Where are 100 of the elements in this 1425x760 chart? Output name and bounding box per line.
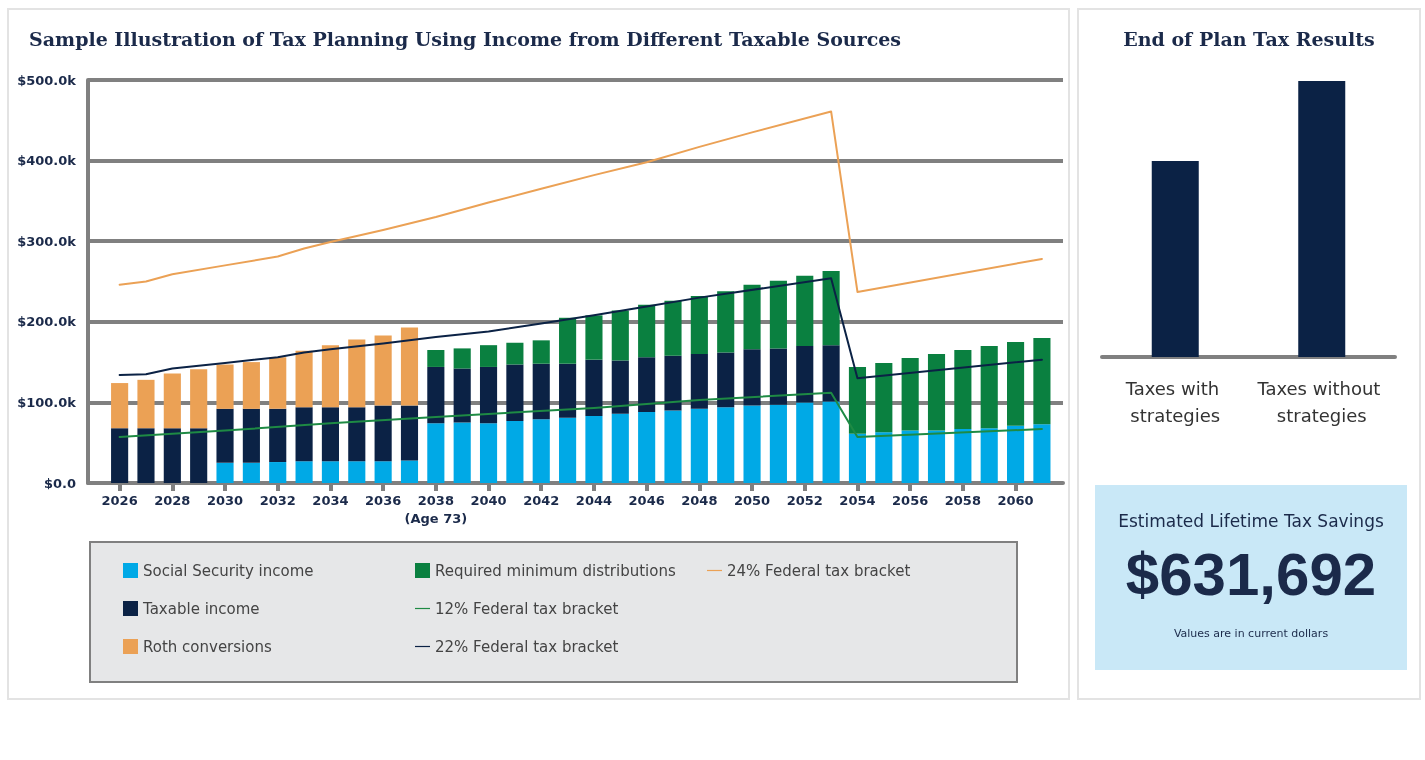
bar [242, 462, 260, 483]
bar [506, 420, 524, 483]
x-tick-label: 2056 [892, 492, 929, 508]
bar [875, 432, 893, 483]
x-tick-label: 2048 [681, 492, 718, 508]
bar [954, 350, 972, 429]
bar [269, 462, 287, 483]
bar [453, 422, 471, 483]
bar [427, 350, 445, 367]
text: Values are in current dollars [1172, 627, 1330, 640]
bar [427, 423, 445, 483]
bar [743, 349, 761, 406]
bar [796, 345, 814, 403]
bar [321, 345, 339, 408]
bar [664, 300, 682, 356]
bar [743, 405, 761, 483]
bar [1033, 424, 1051, 483]
x-tick-label: 2028 [154, 492, 191, 508]
bar [559, 363, 577, 418]
legend-label: 12% Federal tax bracket [435, 599, 619, 618]
bar [822, 401, 840, 483]
bar [585, 315, 603, 360]
bar [848, 366, 867, 434]
text: Estimated Lifetime Tax Savings [1117, 511, 1385, 531]
x-tick-label: 2032 [259, 492, 296, 508]
bar [1007, 341, 1025, 426]
legend-label: 24% Federal tax bracket [727, 561, 911, 580]
bar [875, 362, 893, 433]
bar [506, 342, 524, 365]
y-tick-label: $100.0k [17, 394, 77, 410]
bar [374, 405, 392, 462]
bar [585, 359, 603, 417]
bar [717, 352, 735, 408]
chart-title: Sample Illustration of Tax Planning Using Income from Different Taxable Sources [29, 27, 902, 50]
bar [796, 402, 814, 483]
x-tick-label: 2044 [575, 492, 613, 508]
bar [690, 408, 708, 483]
bar [638, 357, 656, 413]
bar [638, 304, 656, 358]
bar [664, 355, 682, 411]
bar [769, 348, 787, 405]
legend-label: 22% Federal tax bracket [435, 637, 619, 656]
bar [190, 428, 208, 483]
bar [954, 429, 972, 483]
bar [400, 327, 419, 406]
bar [242, 408, 260, 463]
bar [242, 362, 260, 409]
line-series [118, 110, 1043, 293]
line-series [118, 277, 1043, 380]
bar [532, 340, 550, 364]
x-tick-label: 2042 [523, 492, 560, 508]
legend-label: Social Security income [143, 561, 314, 580]
x-tick-label: 2030 [206, 492, 244, 508]
bar [400, 460, 419, 483]
bar [269, 408, 287, 463]
bar [269, 357, 287, 409]
bar [137, 428, 155, 483]
bar [216, 408, 234, 463]
y-tick-label: $400.0k [17, 153, 77, 169]
bar [506, 364, 524, 421]
bar [769, 280, 787, 349]
x-tick-label: 2052 [786, 492, 823, 508]
bar [796, 275, 814, 346]
text: $631,692 [1124, 540, 1378, 610]
x-tick-label: 2036 [365, 492, 402, 508]
bar [216, 462, 234, 483]
bar [111, 383, 129, 429]
y-tick-label: $0.0 [43, 475, 76, 491]
bar [479, 366, 498, 424]
x-tick-label: Taxes with strategies [1124, 378, 1225, 426]
bar [400, 405, 419, 461]
bar [769, 404, 787, 483]
x-tick-label: 2034 [312, 492, 349, 508]
x-tick-label: 2026 [101, 492, 138, 508]
x-tick-label: 2040 [470, 492, 507, 508]
bar [532, 419, 550, 483]
bar [690, 296, 708, 355]
bar [664, 410, 682, 483]
x-tick-label: 2058 [944, 492, 981, 508]
chart-title: End of Plan Tax Results [1123, 27, 1375, 50]
bar [585, 416, 603, 483]
bar [321, 407, 339, 462]
bar [559, 417, 577, 483]
bar [374, 335, 392, 406]
bar [427, 366, 445, 424]
bar [1007, 425, 1025, 483]
bar [743, 284, 761, 350]
bar [980, 428, 998, 483]
legend-label: Required minimum distributions [435, 561, 676, 580]
bar [927, 354, 946, 431]
bar [295, 350, 313, 408]
x-tick-label: Taxes without strategies [1256, 378, 1387, 426]
line-series [118, 391, 1043, 439]
bar [611, 360, 629, 414]
bar [348, 407, 366, 462]
bar [532, 363, 550, 420]
bar [901, 358, 919, 431]
bar [374, 461, 392, 483]
bar [348, 339, 366, 408]
bar [453, 368, 471, 423]
